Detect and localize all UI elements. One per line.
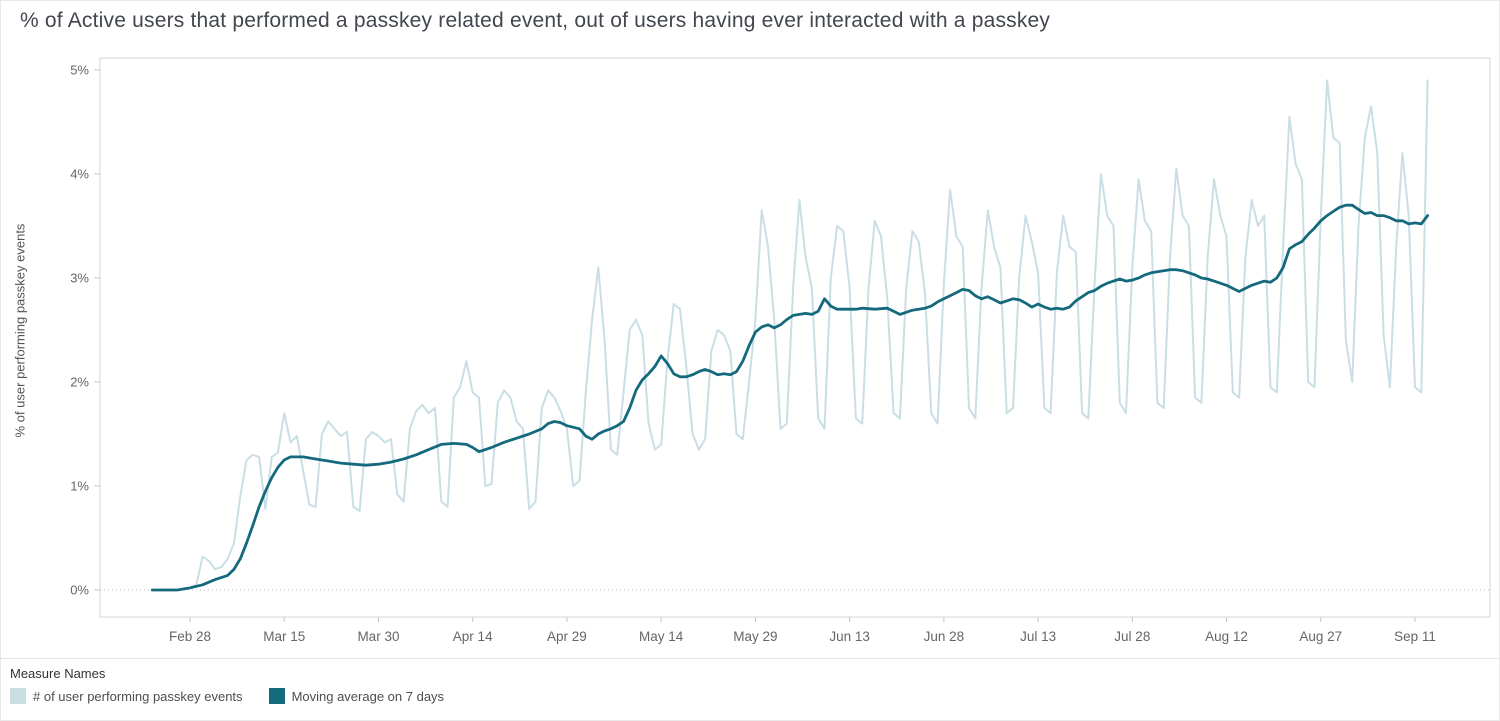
legend-label-moving-average: Moving average on 7 days: [291, 688, 445, 704]
y-tick-label: 2%: [70, 375, 89, 390]
legend-label-daily-series: # of user performing passkey events: [33, 688, 243, 704]
legend-item-daily-series[interactable]: # of user performing passkey events: [10, 688, 243, 704]
color-legend: Measure Names # of user performing passk…: [10, 666, 444, 704]
y-tick-label: 0%: [70, 583, 89, 598]
daily-series-line[interactable]: [151, 79, 1429, 591]
legend-swatch-moving-average[interactable]: [268, 688, 285, 704]
x-tick-label: Mar 30: [357, 629, 399, 644]
x-tick-label: Aug 27: [1299, 629, 1342, 644]
legend-divider: [0, 658, 1500, 659]
x-tick-label: Jul 28: [1114, 629, 1150, 644]
chart-plot-area: 0% 1% 2% 3% 4% 5% Feb 28 Mar 15 Mar 30 Apr 14 Apr …: [70, 57, 1491, 644]
x-tick-label: Jun 28: [924, 629, 965, 644]
y-tick-label: 1%: [70, 479, 89, 494]
x-tick-label: Jul 13: [1020, 629, 1056, 644]
legend-items: # of user performing passkey events Movi…: [10, 688, 444, 704]
x-tick-label: May 14: [639, 629, 684, 644]
plot-border: [99, 57, 1491, 618]
x-tick-label: Mar 15: [263, 629, 305, 644]
legend-swatch-daily-series[interactable]: [10, 688, 26, 704]
moving-average-line[interactable]: [150, 203, 1429, 592]
legend-title: Measure Names: [10, 666, 106, 681]
x-tick-label: Feb 28: [169, 629, 211, 644]
x-tick-label: May 29: [733, 629, 777, 644]
y-tick-label: 3%: [70, 271, 89, 286]
y-tick-label: 4%: [70, 167, 89, 182]
x-tick-label: Sep 11: [1394, 629, 1436, 644]
y-tick-label: 5%: [70, 63, 89, 78]
chart-title: % of Active users that performed a passk…: [20, 9, 1051, 32]
x-tick-label: Jun 13: [829, 629, 870, 644]
x-tick-label: Aug 12: [1205, 629, 1248, 644]
x-tick-label: Apr 29: [547, 629, 587, 644]
legend-item-moving-average[interactable]: Moving average on 7 days: [268, 688, 445, 704]
x-tick-label: Apr 14: [453, 629, 493, 644]
